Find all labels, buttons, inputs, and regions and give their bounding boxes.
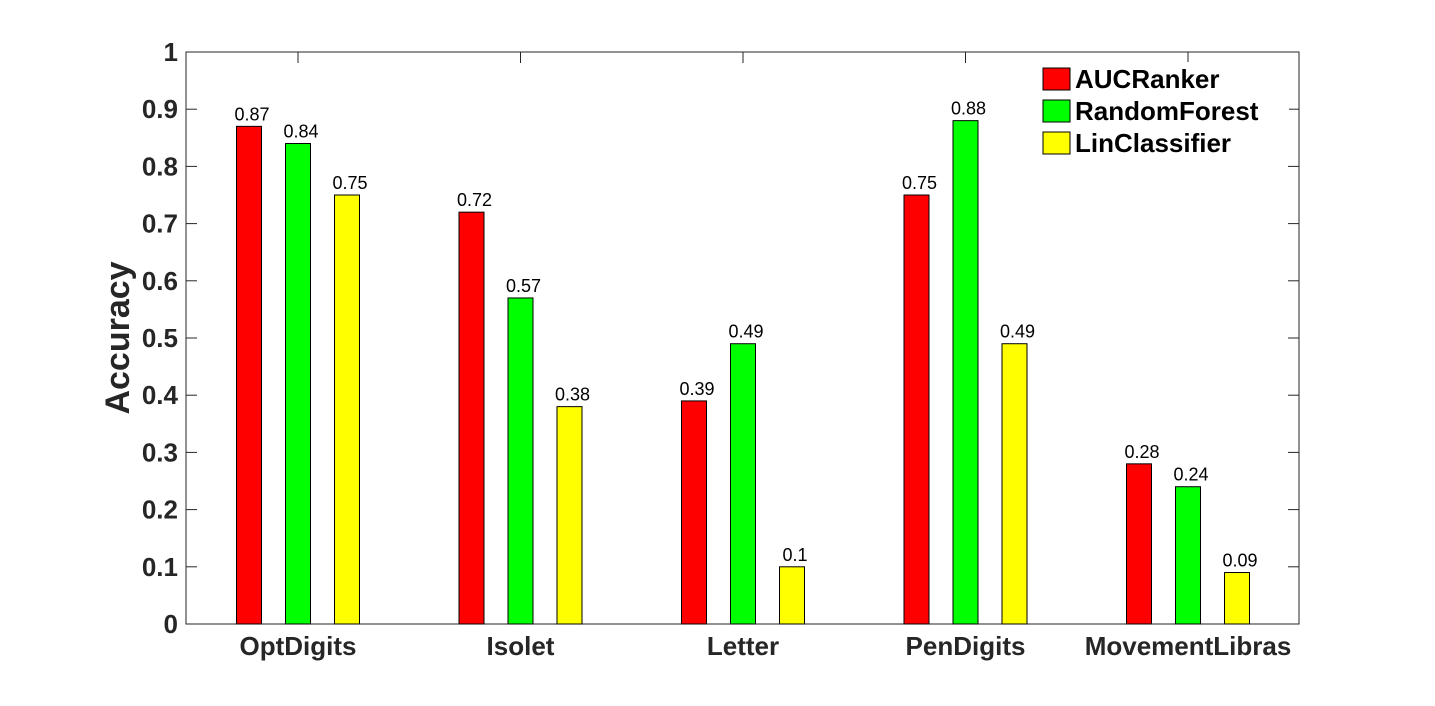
bar: [903, 194, 930, 625]
data-label: 0.1: [782, 545, 807, 565]
y-tick-label: 1: [164, 37, 178, 67]
legend-label: RandomForest: [1075, 96, 1259, 126]
y-tick-label: 0.5: [142, 323, 178, 353]
legend-label: LinClassifier: [1075, 128, 1231, 158]
data-label: 0.84: [283, 122, 318, 142]
x-axis: OptDigits Isolet Letter PenDigits MovementLi…: [240, 631, 1292, 661]
bar: [556, 406, 583, 625]
y-tick-label: 0.7: [142, 209, 178, 239]
legend-swatch: [1042, 99, 1071, 123]
y-tick-label: 0.9: [142, 94, 178, 124]
y-tick-label: 0.2: [142, 495, 178, 525]
data-label: 0.87: [234, 104, 269, 124]
bar: [1001, 343, 1028, 625]
y-tick-label: 0.6: [142, 266, 178, 296]
y-tick-label: 0.3: [142, 437, 178, 467]
data-label: 0.28: [1124, 442, 1159, 462]
data-label: 0.88: [951, 99, 986, 119]
data-label: 0.09: [1222, 551, 1257, 571]
bar: [507, 297, 534, 625]
y-axis: 0 0.1 0.2 0.3 0.4 0.5 0.6 0.7 0.8 0.9 1: [142, 37, 179, 639]
y-tick-label: 0.8: [142, 151, 178, 181]
bar: [952, 120, 979, 625]
y-tick-label: 0.4: [142, 380, 179, 410]
bars: [236, 120, 1250, 625]
data-label: 0.75: [332, 173, 367, 193]
bar: [1126, 463, 1152, 625]
data-label: 0.38: [555, 385, 590, 405]
data-label: 0.57: [506, 276, 541, 296]
bar: [730, 343, 756, 625]
y-axis-title: Accuracy: [99, 261, 137, 414]
bar: [334, 194, 360, 625]
bar: [285, 143, 311, 625]
bar: [1224, 572, 1250, 625]
bar: [1175, 486, 1201, 625]
bar: [779, 566, 805, 625]
data-label: 0.72: [457, 190, 492, 210]
data-labels: 0.87 0.84 0.75 0.72 0.57 0.38 0.39 0.49 0.1 0.75 0…: [234, 99, 1257, 571]
legend-box: [1036, 62, 1289, 162]
x-tick-label: OptDigits: [240, 631, 357, 661]
x-tick-label: Isolet: [487, 631, 555, 661]
x-tick-label: PenDigits: [906, 631, 1026, 661]
legend-swatch: [1042, 131, 1071, 155]
bar: [681, 400, 707, 625]
legend-swatch: [1042, 67, 1071, 91]
bar: [236, 125, 262, 625]
data-label: 0.49: [1000, 322, 1035, 342]
y-tick-label: 0.1: [142, 552, 178, 582]
data-label: 0.49: [728, 322, 763, 342]
x-tick-label: Letter: [707, 631, 779, 661]
legend-label: AUCRanker: [1075, 64, 1220, 94]
data-label: 0.75: [902, 173, 937, 193]
data-label: 0.24: [1173, 465, 1208, 485]
y-tick-label: 0: [164, 609, 178, 639]
x-tick-label: MovementLibras: [1085, 631, 1292, 661]
bar: [458, 211, 485, 625]
data-label: 0.39: [679, 379, 714, 399]
